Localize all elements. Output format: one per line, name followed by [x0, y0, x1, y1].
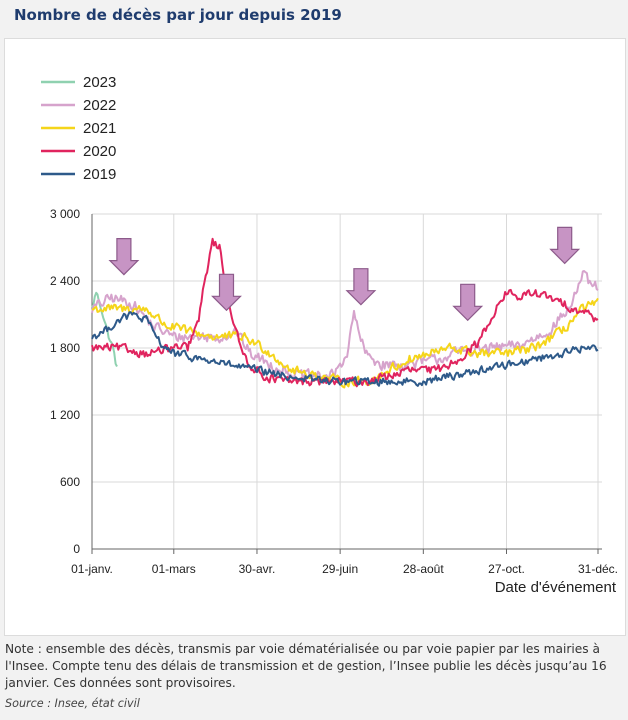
- series-lines: [91, 237, 599, 389]
- series-line-2022: [91, 270, 599, 381]
- chart-note: Note : ensemble des décès, transmis par …: [5, 642, 607, 690]
- x-axis-title: Date d'événement: [495, 579, 617, 596]
- x-tick-label: 28-août: [403, 562, 444, 576]
- annotations: [108, 226, 581, 322]
- y-axis: 0 600 1 200 1 800 2 400 3 000: [50, 207, 93, 556]
- x-tick-label: 27-oct.: [488, 562, 525, 576]
- legend-label-2019: 2019: [83, 166, 116, 183]
- y-tick-label: 3 000: [50, 207, 80, 221]
- chart-grid: [91, 213, 602, 550]
- down-arrow-annotation: [452, 283, 484, 322]
- line-chart: 0 600 1 200 1 800 2 400 3 000 01-janv. 01-mars…: [41, 74, 618, 596]
- y-tick-label: 600: [60, 475, 80, 489]
- y-tick-label: 2 400: [50, 274, 80, 288]
- legend-label-2020: 2020: [83, 143, 116, 160]
- series-line-2019: [91, 311, 599, 387]
- x-tick-label: 29-juin: [322, 562, 358, 576]
- chart-panel: 0 600 1 200 1 800 2 400 3 000 01-janv. 01-mars…: [4, 38, 626, 636]
- series-line-2023: [91, 291, 118, 367]
- legend: 2023 2022 2021 2020 2019: [41, 74, 116, 183]
- page-title: Nombre de décès par jour depuis 2019: [14, 6, 342, 24]
- down-arrow-annotation: [108, 238, 140, 276]
- y-tick-label: 0: [73, 542, 80, 556]
- down-arrow-annotation: [549, 226, 581, 265]
- x-tick-label: 01-janv.: [71, 562, 113, 576]
- legend-label-2022: 2022: [83, 97, 116, 114]
- x-tick-label: 31-déc.: [578, 562, 618, 576]
- x-tick-label: 01-mars: [152, 562, 196, 576]
- series-line-2020: [91, 237, 599, 388]
- chart-source: Source : Insee, état civil: [5, 697, 140, 710]
- x-tick-label: 30-avr.: [239, 562, 276, 576]
- y-tick-label: 1 200: [50, 408, 80, 422]
- legend-label-2021: 2021: [83, 120, 116, 137]
- y-tick-label: 1 800: [50, 341, 80, 355]
- legend-label-2023: 2023: [83, 74, 116, 91]
- x-axis: 01-janv. 01-mars 30-avr. 29-juin 28-août 27-o…: [71, 548, 618, 576]
- down-arrow-annotation: [211, 273, 242, 312]
- down-arrow-annotation: [345, 268, 377, 306]
- series-line-2021: [91, 297, 599, 389]
